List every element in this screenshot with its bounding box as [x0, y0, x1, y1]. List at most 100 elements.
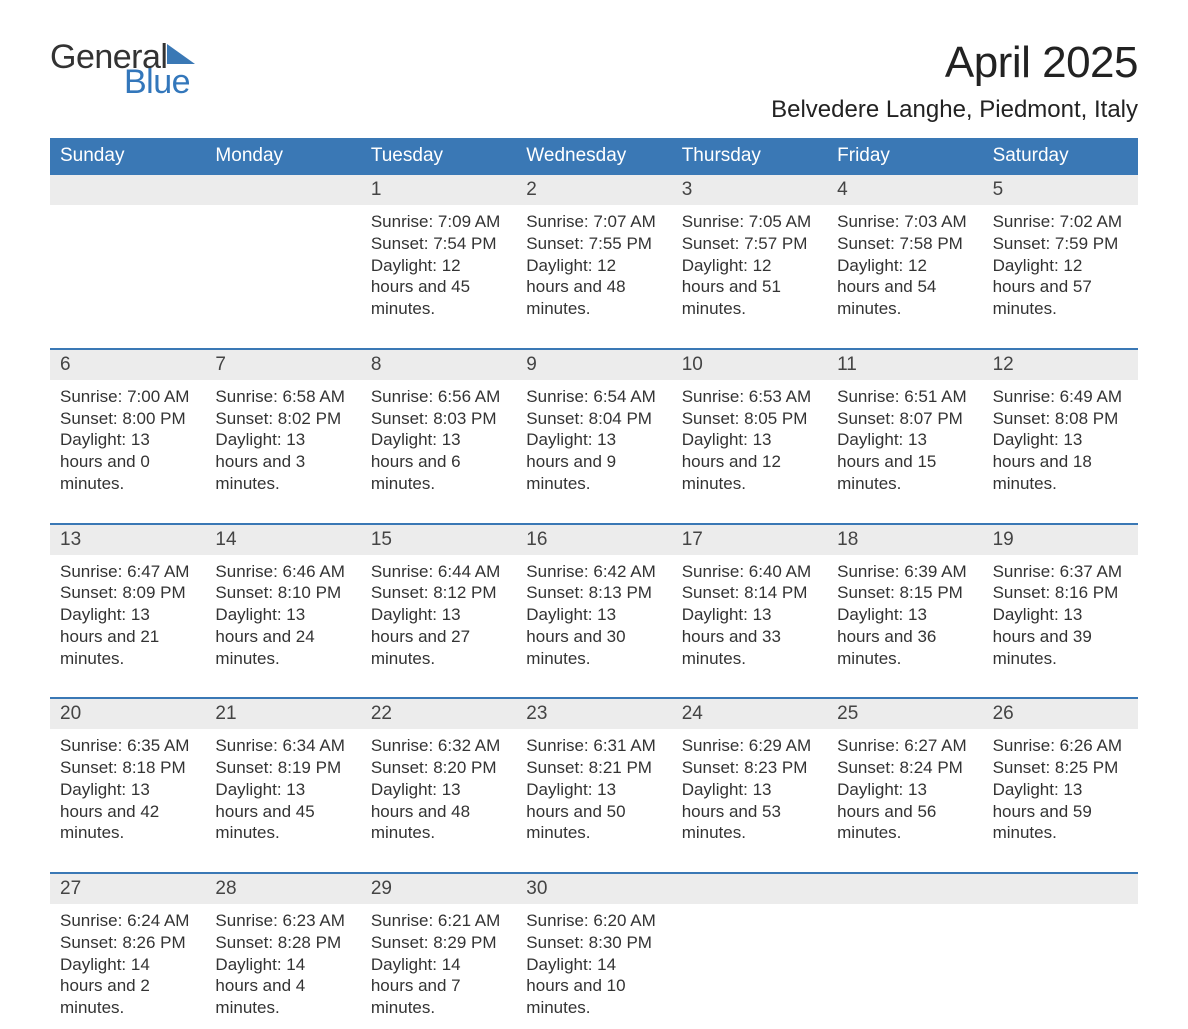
- sunset-text: Sunset: 7:54 PM: [371, 233, 506, 255]
- day-number: 15: [361, 525, 516, 555]
- day-cell: Sunrise: 6:23 AMSunset: 8:28 PMDaylight:…: [205, 904, 360, 1029]
- day-number: 14: [205, 525, 360, 555]
- sunrise-text: Sunrise: 7:00 AM: [60, 386, 195, 408]
- day-cell: Sunrise: 6:21 AMSunset: 8:29 PMDaylight:…: [361, 904, 516, 1029]
- daylight-text: Daylight: 13 hours and 15 minutes.: [837, 429, 972, 494]
- sunset-text: Sunset: 8:02 PM: [215, 408, 350, 430]
- day-number: 2: [516, 175, 671, 205]
- daylight-text: Daylight: 13 hours and 12 minutes.: [682, 429, 817, 494]
- sunrise-text: Sunrise: 6:46 AM: [215, 561, 350, 583]
- sunrise-text: Sunrise: 6:20 AM: [526, 910, 661, 932]
- day-header: Saturday: [983, 138, 1138, 175]
- day-number: 8: [361, 350, 516, 380]
- sunset-text: Sunset: 8:18 PM: [60, 757, 195, 779]
- header: General Blue April 2025 Belvedere Langhe…: [50, 38, 1138, 124]
- day-number: 27: [50, 874, 205, 904]
- day-cell: Sunrise: 6:29 AMSunset: 8:23 PMDaylight:…: [672, 729, 827, 854]
- sunset-text: Sunset: 8:03 PM: [371, 408, 506, 430]
- day-number: [205, 175, 360, 205]
- day-cell: Sunrise: 7:05 AMSunset: 7:57 PMDaylight:…: [672, 205, 827, 330]
- daylight-text: Daylight: 13 hours and 0 minutes.: [60, 429, 195, 494]
- day-number-row: 13141516171819: [50, 525, 1138, 555]
- week-row: 13141516171819 Sunrise: 6:47 AM Sunset: 8:…: [50, 523, 1138, 680]
- sunset-text: Sunset: 8:07 PM: [837, 408, 972, 430]
- day-number: [983, 874, 1138, 904]
- sunset-text: Sunset: 8:20 PM: [371, 757, 506, 779]
- sunset-text: Sunset: 8:00 PM: [60, 408, 195, 430]
- logo-word2: Blue: [124, 63, 201, 102]
- sunset-text: Sunset: 8:16 PM: [993, 582, 1128, 604]
- sunset-text: Sunset: 8:14 PM: [682, 582, 817, 604]
- daylight-text: Daylight: 13 hours and 36 minutes.: [837, 604, 972, 669]
- day-number-row: 20212223242526: [50, 699, 1138, 729]
- daylight-text: Daylight: 13 hours and 53 minutes.: [682, 779, 817, 844]
- daylight-text: Daylight: 13 hours and 27 minutes.: [371, 604, 506, 669]
- day-cell: Sunrise: 6:32 AMSunset: 8:20 PMDaylight:…: [361, 729, 516, 854]
- day-number: 25: [827, 699, 982, 729]
- day-number: [827, 874, 982, 904]
- sunset-text: Sunset: 8:23 PM: [682, 757, 817, 779]
- sunrise-text: Sunrise: 6:35 AM: [60, 735, 195, 757]
- sunrise-text: Sunrise: 6:47 AM: [60, 561, 195, 583]
- day-cell: Sunrise: 7:02 AMSunset: 7:59 PMDaylight:…: [983, 205, 1138, 330]
- sunrise-text: Sunrise: 6:32 AM: [371, 735, 506, 757]
- sunset-text: Sunset: 7:59 PM: [993, 233, 1128, 255]
- daylight-text: Daylight: 13 hours and 6 minutes.: [371, 429, 506, 494]
- sunrise-text: Sunrise: 6:23 AM: [215, 910, 350, 932]
- day-header: Wednesday: [516, 138, 671, 175]
- day-cell: Sunrise: 6:54 AMSunset: 8:04 PMDaylight:…: [516, 380, 671, 505]
- sunrise-text: Sunrise: 6:21 AM: [371, 910, 506, 932]
- sunrise-text: Sunrise: 6:27 AM: [837, 735, 972, 757]
- day-cell: Sunrise: 7:07 AMSunset: 7:55 PMDaylight:…: [516, 205, 671, 330]
- sunset-text: Sunset: 8:04 PM: [526, 408, 661, 430]
- sunset-text: Sunset: 8:21 PM: [526, 757, 661, 779]
- sunset-text: Sunset: 8:08 PM: [993, 408, 1128, 430]
- day-number: 18: [827, 525, 982, 555]
- day-cell: Sunrise: 7:03 AMSunset: 7:58 PMDaylight:…: [827, 205, 982, 330]
- daylight-text: Daylight: 13 hours and 42 minutes.: [60, 779, 195, 844]
- day-cell: Sunrise: 6:27 AMSunset: 8:24 PMDaylight:…: [827, 729, 982, 854]
- week-row: 20212223242526Sunrise: 6:35 AMSunset: 8:…: [50, 697, 1138, 854]
- day-number: 23: [516, 699, 671, 729]
- day-number: 11: [827, 350, 982, 380]
- sunrise-text: Sunrise: 7:02 AM: [993, 211, 1128, 233]
- day-number: 22: [361, 699, 516, 729]
- logo: General Blue: [50, 38, 201, 102]
- day-number: 6: [50, 350, 205, 380]
- sunrise-text: Sunrise: 6:58 AM: [215, 386, 350, 408]
- sunset-text: Sunset: 7:58 PM: [837, 233, 972, 255]
- day-number: 10: [672, 350, 827, 380]
- day-cell: Sunrise: 6:37 AMSunset: 8:16 PMDaylight:…: [983, 555, 1138, 680]
- day-number-row: 12345: [50, 175, 1138, 205]
- day-number: 4: [827, 175, 982, 205]
- daylight-text: Daylight: 12 hours and 54 minutes.: [837, 255, 972, 320]
- daylight-text: Daylight: 14 hours and 4 minutes.: [215, 954, 350, 1019]
- day-number-row: 6789101112: [50, 350, 1138, 380]
- day-cell: Sunrise: 6:51 AMSunset: 8:07 PMDaylight:…: [827, 380, 982, 505]
- day-number: 12: [983, 350, 1138, 380]
- day-cell: Sunrise: 6:49 AMSunset: 8:08 PMDaylight:…: [983, 380, 1138, 505]
- day-number: 21: [205, 699, 360, 729]
- day-cell: Sunrise: 6:20 AMSunset: 8:30 PMDaylight:…: [516, 904, 671, 1029]
- day-number: 24: [672, 699, 827, 729]
- week-row: 12345Sunrise: 7:09 AMSunset: 7:54 PMDayl…: [50, 175, 1138, 330]
- daylight-text: Daylight: 12 hours and 57 minutes.: [993, 255, 1128, 320]
- day-cell: Sunrise: 6:44 AMSunset: 8:12 PMDaylight:…: [361, 555, 516, 680]
- day-cell: [983, 904, 1138, 1029]
- day-number: 28: [205, 874, 360, 904]
- day-number: 30: [516, 874, 671, 904]
- daylight-text: Daylight: 13 hours and 24 minutes.: [215, 604, 350, 669]
- daylight-text: Daylight: 13 hours and 30 minutes.: [526, 604, 661, 669]
- daylight-text: Daylight: 14 hours and 7 minutes.: [371, 954, 506, 1019]
- day-cell: Sunrise: 6:42 AMSunset: 8:13 PMDaylight:…: [516, 555, 671, 680]
- daylight-text: Daylight: 13 hours and 3 minutes.: [215, 429, 350, 494]
- sunrise-text: Sunrise: 6:56 AM: [371, 386, 506, 408]
- sunrise-text: Sunrise: 6:42 AM: [526, 561, 661, 583]
- day-number: [50, 175, 205, 205]
- sunset-text: Sunset: 7:55 PM: [526, 233, 661, 255]
- sunrise-text: Sunrise: 6:39 AM: [837, 561, 972, 583]
- daylight-text: Daylight: 13 hours and 50 minutes.: [526, 779, 661, 844]
- sunset-text: Sunset: 8:05 PM: [682, 408, 817, 430]
- day-number: 5: [983, 175, 1138, 205]
- sunset-text: Sunset: 8:26 PM: [60, 932, 195, 954]
